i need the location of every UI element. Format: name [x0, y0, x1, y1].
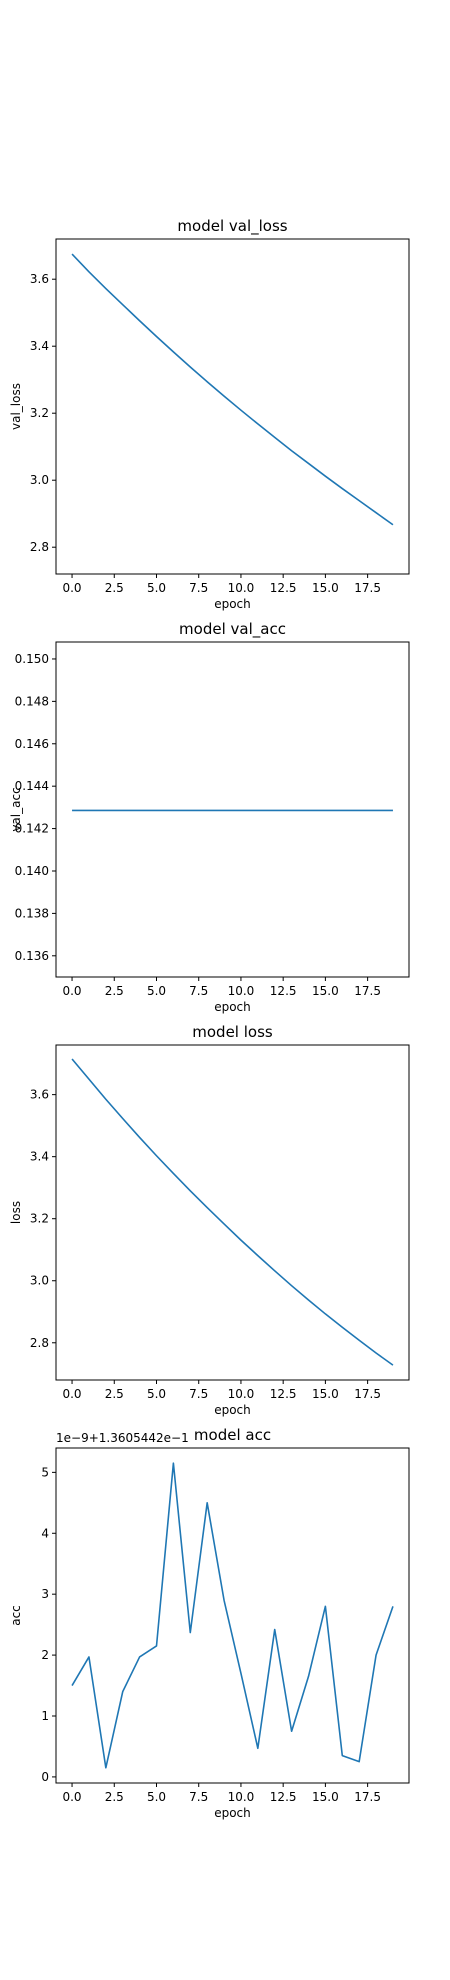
y-tick-label: 3.2 [30, 1212, 49, 1226]
y-tick-label: 3.6 [30, 1088, 49, 1102]
chart-title: model acc [194, 1426, 271, 1444]
x-axis-label: epoch [214, 597, 251, 611]
x-tick-label: 10.0 [228, 984, 255, 998]
y-tick-label: 0 [41, 1770, 49, 1784]
y-tick-label: 3.4 [30, 1150, 49, 1164]
chart-title: model val_acc [179, 620, 286, 639]
x-axis-label: epoch [214, 1000, 251, 1014]
x-tick-label: 17.5 [354, 984, 381, 998]
x-tick-label: 0.0 [62, 581, 81, 595]
x-tick-label: 17.5 [354, 1790, 381, 1804]
y-tick-label: 0.142 [15, 822, 49, 836]
x-tick-label: 17.5 [354, 581, 381, 595]
chart-panel-4: model acc 0.0 2.5 5.0 7.5 10.0 12.5 15.0 17.5 0 1 2… [9, 1426, 410, 1820]
y-tick-label: 1 [41, 1709, 49, 1723]
y-tick-label: 4 [41, 1526, 49, 1540]
x-tick-label: 2.5 [105, 1387, 124, 1401]
x-tick-label: 5.0 [147, 1790, 166, 1804]
series-line-1 [71, 253, 394, 526]
chart-panel-1: model val_loss 0.0 2.5 5.0 7.5 10.0 12.5 15.0 17… [9, 217, 410, 611]
chart-panel-2: model val_acc 0.0 2.5 5.0 7.5 10.0 12.5 15.0 17.… [9, 620, 410, 1014]
x-tick-label: 0.0 [62, 984, 81, 998]
x-tick-label: 0.0 [62, 1790, 81, 1804]
x-axis-label: epoch [214, 1806, 251, 1820]
y-tick-label: 0.136 [15, 949, 49, 963]
x-tick-label: 15.0 [312, 1790, 339, 1804]
y-tick-label: 2 [41, 1648, 49, 1662]
x-tick-label: 2.5 [105, 984, 124, 998]
y-tick-label: 3.4 [30, 339, 49, 353]
y-axis-label: val_loss [9, 383, 23, 430]
y-tick-label: 3.0 [30, 1274, 49, 1288]
x-tick-label: 2.5 [105, 581, 124, 595]
chart-panel-3: model loss 0.0 2.5 5.0 7.5 10.0 12.5 15.0 17.5 2.… [9, 1023, 410, 1417]
y-tick-label: 3.2 [30, 406, 49, 420]
x-tick-label: 5.0 [147, 581, 166, 595]
x-tick-label: 5.0 [147, 984, 166, 998]
x-tick-label: 12.5 [270, 1790, 297, 1804]
x-tick-label: 10.0 [228, 1387, 255, 1401]
plot-area-frame [55, 238, 410, 575]
y-axis-label: acc [9, 1605, 23, 1626]
y-tick-label: 0.150 [15, 652, 49, 666]
x-tick-label: 7.5 [189, 984, 208, 998]
x-tick-label: 5.0 [147, 1387, 166, 1401]
x-tick-label: 15.0 [312, 1387, 339, 1401]
y-tick-label: 0.140 [15, 864, 49, 878]
series-line-1 [71, 1462, 394, 1769]
x-tick-label: 12.5 [270, 581, 297, 595]
y-tick-label: 2.8 [30, 1336, 49, 1350]
x-tick-label: 7.5 [189, 1790, 208, 1804]
y-axis-label: loss [9, 1201, 23, 1224]
x-tick-label: 10.0 [228, 1790, 255, 1804]
x-tick-label: 12.5 [270, 1387, 297, 1401]
series-line-1 [71, 1058, 394, 1366]
plot-area-frame [55, 1044, 410, 1381]
x-tick-label: 2.5 [105, 1790, 124, 1804]
y-tick-label: 0.148 [15, 694, 49, 708]
x-tick-label: 15.0 [312, 581, 339, 595]
y-tick-label: 0.146 [15, 737, 49, 751]
plot-area-frame [55, 1447, 410, 1784]
y-axis-label: val_acc [9, 787, 23, 831]
y-tick-label: 3.6 [30, 272, 49, 286]
x-tick-label: 10.0 [228, 581, 255, 595]
y-tick-label: 5 [41, 1465, 49, 1479]
y-axis-offset-text: 1e−9+1.3605442e−1 [56, 1431, 189, 1445]
x-tick-label: 7.5 [189, 1387, 208, 1401]
y-tick-label: 0.138 [15, 906, 49, 920]
chart-title: model val_loss [177, 217, 287, 236]
x-tick-label: 17.5 [354, 1387, 381, 1401]
y-tick-label: 3.0 [30, 473, 49, 487]
y-tick-label: 0.144 [15, 779, 49, 793]
x-tick-label: 15.0 [312, 984, 339, 998]
x-tick-label: 7.5 [189, 581, 208, 595]
x-tick-label: 0.0 [62, 1387, 81, 1401]
y-tick-label: 3 [41, 1587, 49, 1601]
plot-area-frame [55, 641, 410, 978]
y-tick-label: 2.8 [30, 540, 49, 554]
x-tick-label: 12.5 [270, 984, 297, 998]
chart-title: model loss [192, 1023, 273, 1041]
x-axis-label: epoch [214, 1403, 251, 1417]
